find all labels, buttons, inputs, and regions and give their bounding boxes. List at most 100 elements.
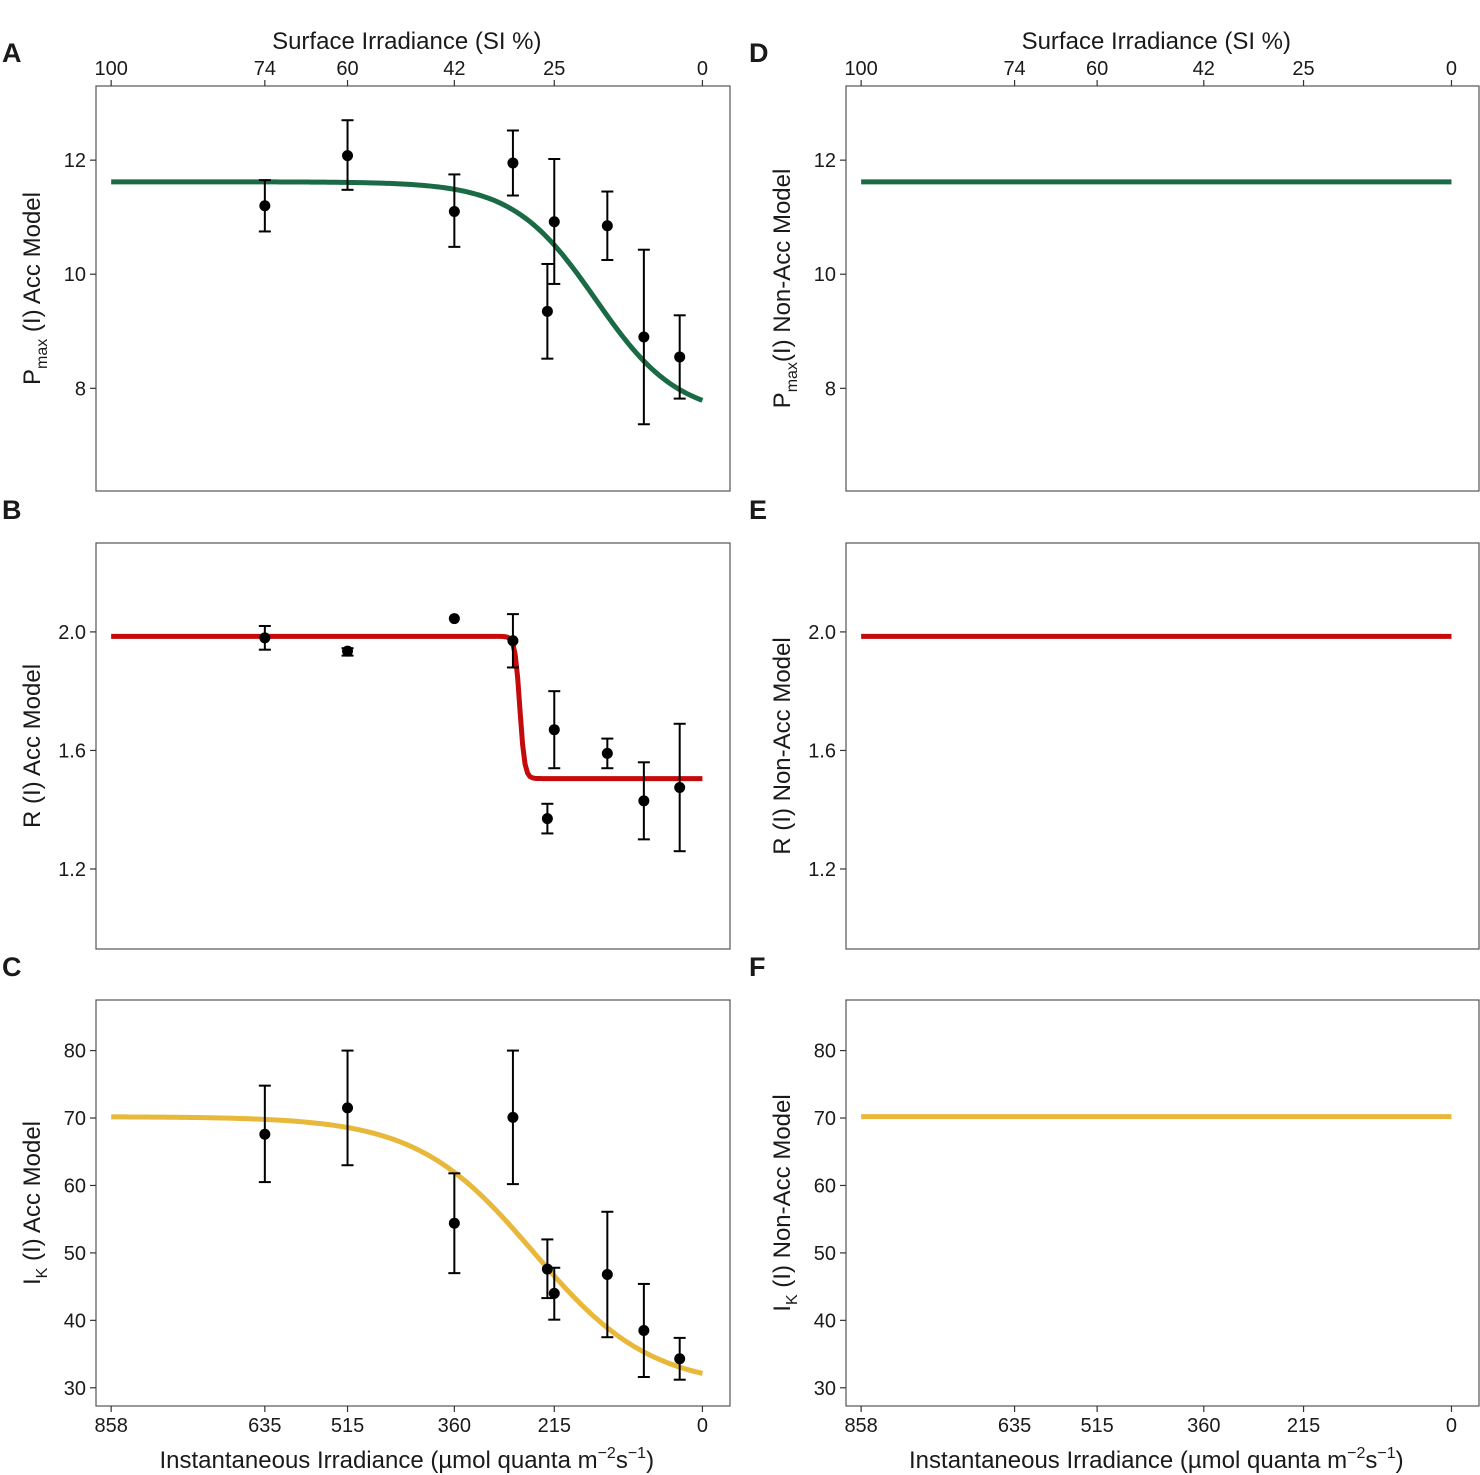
data-point	[674, 351, 686, 363]
bottom-tick-label: 215	[538, 1415, 571, 1437]
plot-frame	[845, 999, 1480, 1407]
plot-frame	[845, 542, 1480, 950]
panel-b: B 1.2 1.6 2.0 R (I) Acc Model	[2, 495, 731, 950]
data-point	[259, 632, 271, 644]
x-title-sup: −1	[628, 1445, 646, 1462]
bottom-axis-title: Instantaneous Irradiance (µmol quanta m −…	[909, 1445, 1404, 1474]
panel-a: A 8 10 12 Pmax (I) Acc Model Surface Irradian…	[2, 28, 731, 492]
plot-frame	[95, 85, 731, 492]
y-axis-title: IK (I) Non-Acc Model	[769, 1094, 801, 1311]
y-axis-title: Pmax (I) Acc Model	[19, 192, 51, 385]
top-axis-title: Surface Irradiance (SI %)	[272, 28, 541, 55]
y-tick-label: 80	[814, 1041, 836, 1063]
model-curve	[111, 179, 704, 403]
y-tick-label: 12	[64, 150, 86, 172]
panel-letter: B	[2, 495, 22, 525]
y-tick-label: 30	[64, 1378, 86, 1400]
y-title-subscript: K	[784, 1294, 801, 1305]
y-title-rest: (I) Acc Model	[19, 1121, 46, 1268]
panels-layer: A 8 10 12 Pmax (I) Acc Model Surface Irradian…	[2, 28, 1480, 1474]
panel-letter: D	[749, 38, 769, 68]
bottom-tick-label: 360	[438, 1415, 471, 1437]
top-axis-title: Surface Irradiance (SI %)	[1022, 28, 1291, 55]
x-title-main: Instantaneous Irradiance (µmol quanta m	[909, 1447, 1347, 1474]
bottom-tick-label: 0	[697, 1415, 708, 1437]
model-curve	[111, 1114, 704, 1376]
y-axis-title: IK (I) Acc Model	[19, 1121, 51, 1285]
y-tick-label: 1.2	[58, 859, 86, 881]
y-title-rest: (I) Non-Acc Model	[769, 1094, 796, 1294]
top-tick-label: 25	[543, 58, 565, 80]
y-tick-label: 70	[64, 1108, 86, 1130]
y-tick-label: 50	[814, 1243, 836, 1265]
data-point	[601, 220, 613, 232]
x-title-sup: −1	[1377, 1445, 1395, 1462]
data-point	[638, 795, 650, 807]
y-tick-label: 8	[825, 378, 836, 400]
y-tick-label: 12	[814, 150, 836, 172]
data-point	[601, 1268, 613, 1280]
top-tick-label: 0	[697, 58, 708, 80]
bottom-tick-label: 858	[844, 1415, 877, 1437]
model-curve	[111, 633, 703, 782]
data-point	[638, 1324, 650, 1336]
y-tick-label: 40	[64, 1310, 86, 1332]
bottom-tick-label: 215	[1287, 1415, 1320, 1437]
y-title-main: R (I) Acc Model	[19, 664, 46, 828]
y-tick-label: 10	[64, 264, 86, 286]
top-tick-label: 42	[443, 58, 465, 80]
y-title-main: I	[769, 1305, 796, 1312]
top-tick-label: 0	[1446, 58, 1457, 80]
y-title-main: P	[769, 392, 796, 408]
data-point	[342, 150, 354, 162]
y-title-main: R (I) Non-Acc Model	[769, 637, 796, 854]
x-title-mid: s	[616, 1447, 628, 1474]
data-point	[259, 200, 271, 212]
bottom-tick-label: 0	[1446, 1415, 1457, 1437]
data-point	[448, 613, 460, 625]
bottom-tick-label: 515	[1080, 1415, 1113, 1437]
data-point	[548, 216, 560, 228]
data-point	[541, 813, 553, 825]
bottom-axis-title: Instantaneous Irradiance (µmol quanta m−…	[160, 1445, 655, 1474]
y-title-main: I	[19, 1278, 46, 1285]
panel-f: F 30 40 50 60 70 80 IK (I) Non-Acc Model 858 635 5…	[749, 952, 1480, 1474]
data-point	[448, 1217, 460, 1229]
data-point	[674, 781, 686, 793]
y-tick-label: 1.2	[808, 859, 836, 881]
y-tick-label: 50	[64, 1243, 86, 1265]
y-tick-label: 60	[814, 1175, 836, 1197]
y-tick-label: 2.0	[808, 622, 836, 644]
bottom-tick-label: 360	[1187, 1415, 1220, 1437]
y-title-subscript: max	[784, 362, 801, 392]
y-title-rest: (I) Acc Model	[19, 192, 46, 339]
top-tick-label: 74	[1003, 58, 1025, 80]
y-tick-label: 80	[64, 1041, 86, 1063]
y-tick-label: 8	[75, 378, 86, 400]
y-tick-label: 2.0	[58, 622, 86, 644]
top-tick-label: 60	[336, 58, 358, 80]
data-point	[507, 1111, 519, 1123]
panel-e: E 1.2 1.6 2.0 R (I) Non-Acc Model	[749, 495, 1480, 950]
plot-frame	[95, 542, 731, 950]
data-point	[548, 1287, 560, 1299]
panel-d: D 8 10 12 Pmax(I) Non-Acc Model Surface Irrad…	[749, 28, 1480, 492]
data-point	[507, 157, 519, 169]
panel-letter: F	[749, 952, 766, 982]
bottom-tick-label: 635	[998, 1415, 1031, 1437]
top-tick-label: 60	[1086, 58, 1108, 80]
data-point	[601, 747, 613, 759]
data-point	[342, 645, 354, 657]
top-tick-label: 100	[844, 58, 877, 80]
y-title-subscript: K	[34, 1267, 51, 1278]
bottom-tick-label: 635	[248, 1415, 281, 1437]
panel-letter: A	[2, 38, 22, 68]
top-tick-label: 25	[1292, 58, 1314, 80]
top-tick-label: 100	[94, 58, 127, 80]
data-point	[448, 205, 460, 217]
y-tick-label: 70	[814, 1108, 836, 1130]
y-tick-label: 60	[64, 1175, 86, 1197]
y-tick-label: 10	[814, 264, 836, 286]
y-axis-title: R (I) Acc Model	[19, 664, 46, 828]
